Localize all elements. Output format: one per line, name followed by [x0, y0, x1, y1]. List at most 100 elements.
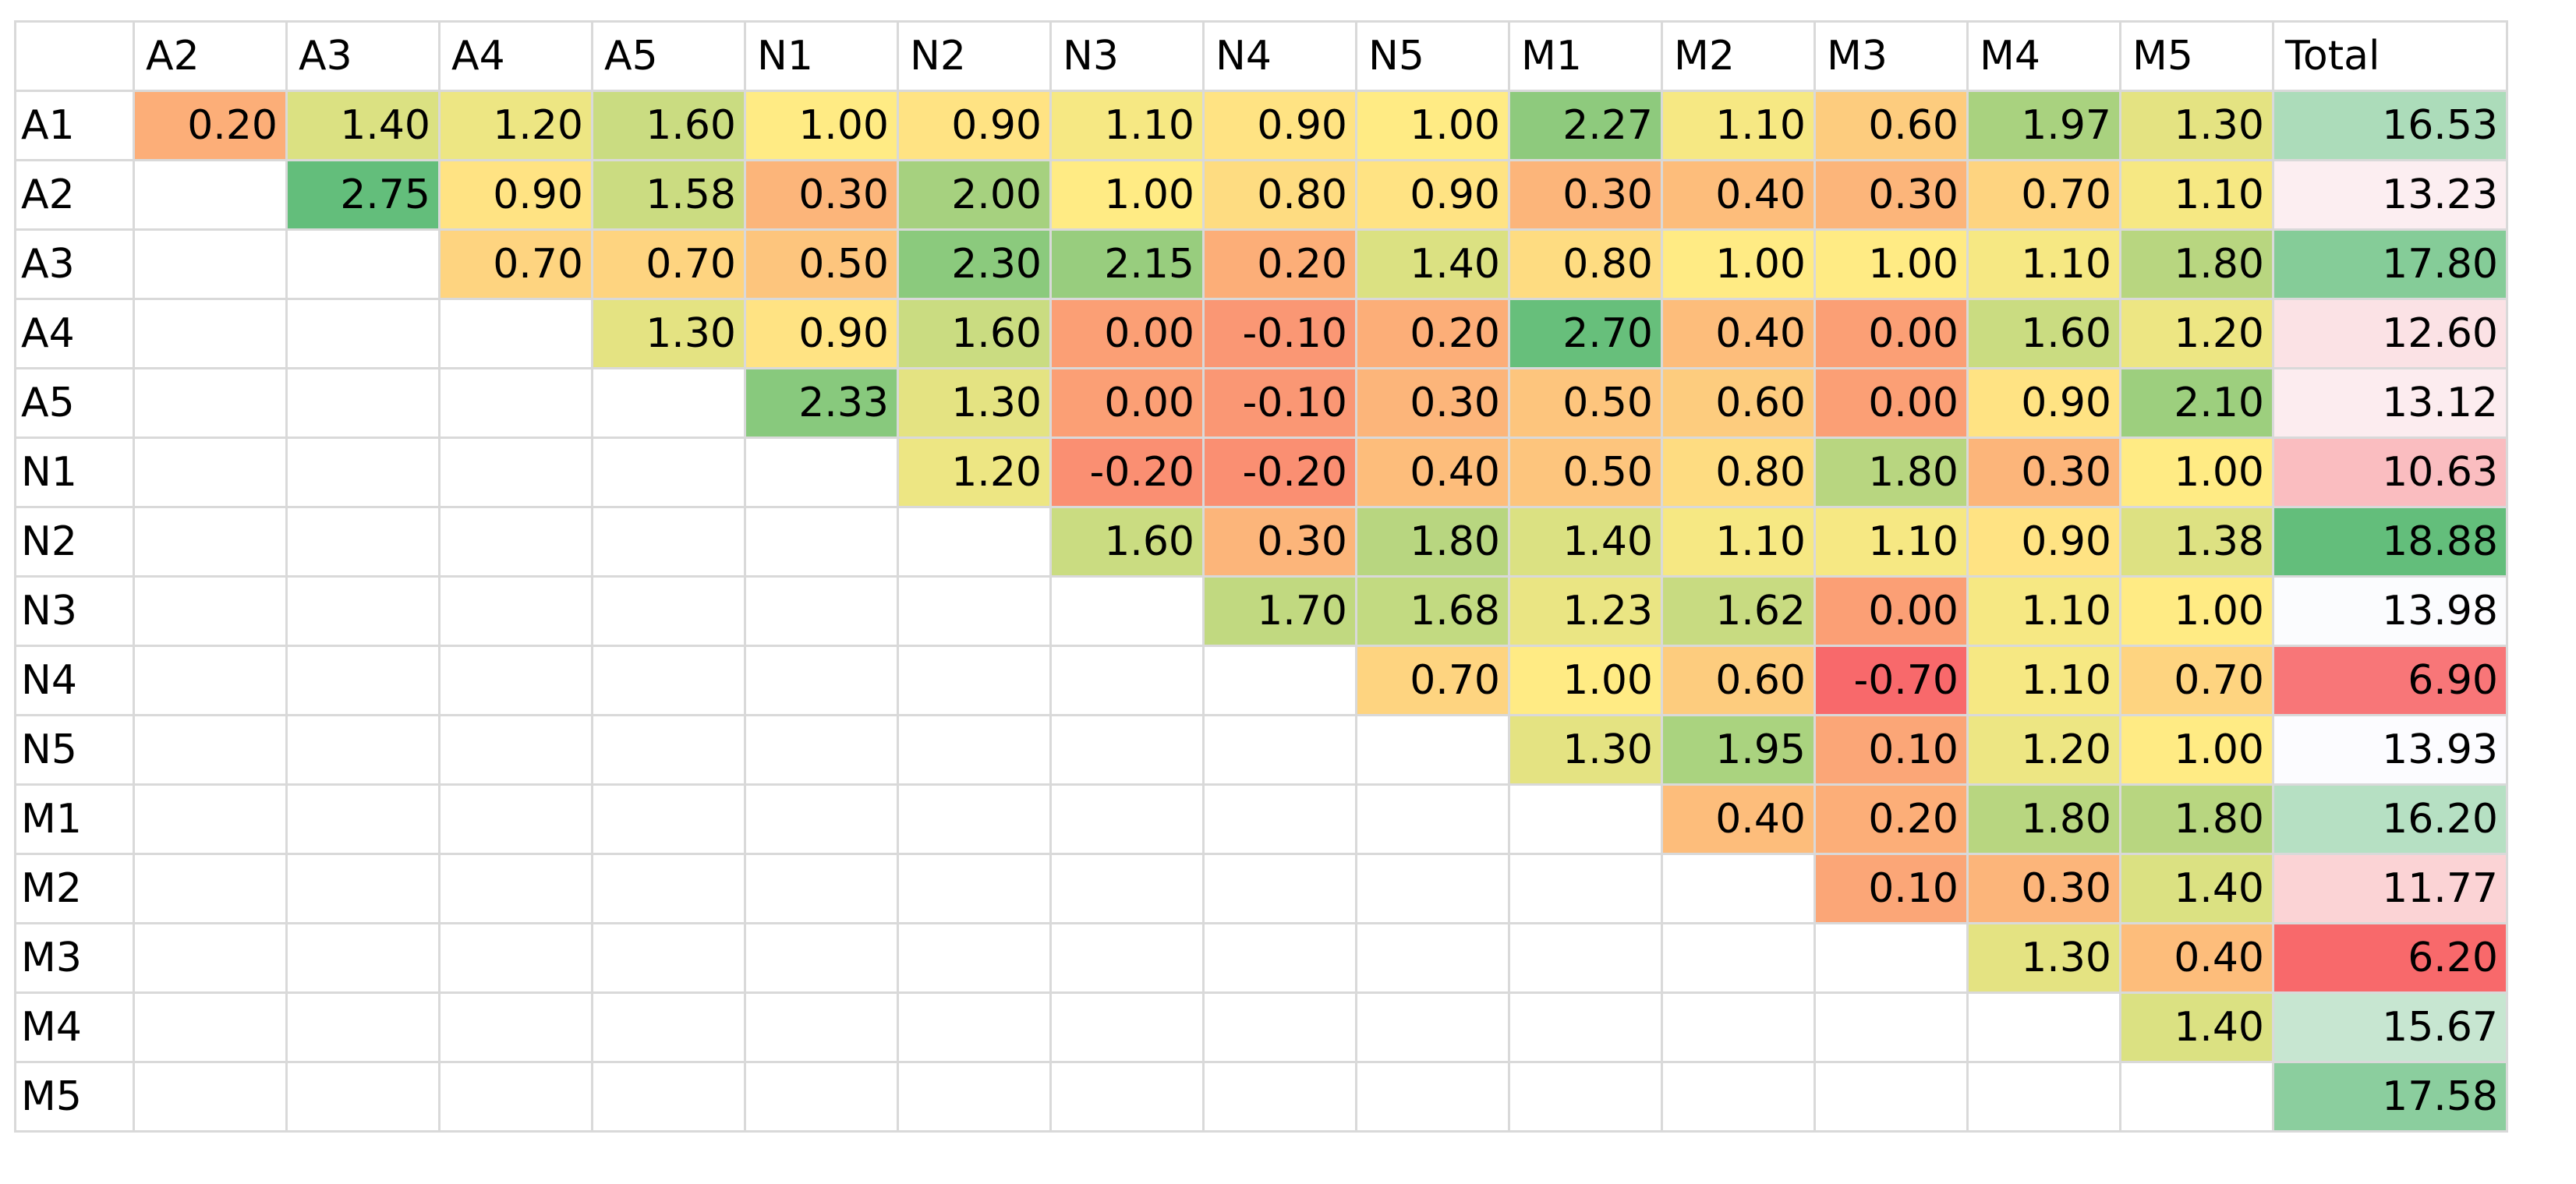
heatmap-cell: 1.30 — [1508, 714, 1663, 786]
empty-cell — [1202, 783, 1357, 855]
empty-cell — [438, 575, 593, 647]
empty-cell — [1202, 991, 1357, 1063]
empty-cell — [744, 783, 899, 855]
empty-cell — [897, 1061, 1052, 1133]
empty-cell — [438, 506, 593, 578]
heatmap-cell: 0.80 — [1661, 436, 1816, 508]
column-header-m3: M3 — [1813, 20, 1969, 92]
empty-cell — [285, 783, 441, 855]
heatmap-cell: 0.70 — [1966, 159, 2121, 231]
total-cell: 6.20 — [2272, 922, 2508, 994]
heatmap-cell: 0.40 — [1355, 436, 1510, 508]
empty-cell — [1202, 645, 1357, 716]
column-header-m5: M5 — [2119, 20, 2274, 92]
empty-cell — [744, 853, 899, 924]
table-row: A5 2.33 1.30 0.00 -0.10 0.30 0.50 0.60 0.00 0.90 2… — [14, 367, 2508, 439]
heatmap-cell: 0.00 — [1049, 367, 1205, 439]
heatmap-cell: 1.23 — [1508, 575, 1663, 647]
empty-cell — [591, 991, 746, 1063]
heatmap-cell: 0.50 — [1508, 436, 1663, 508]
total-cell: 16.20 — [2272, 783, 2508, 855]
empty-cell — [133, 714, 288, 786]
heatmap-cell: 0.50 — [1508, 367, 1663, 439]
empty-cell — [1508, 1061, 1663, 1133]
table-row: A3 0.70 0.70 0.50 2.30 2.15 0.20 1.40 0.80 1.00 1.… — [14, 228, 2508, 300]
row-header-n2: N2 — [14, 506, 135, 578]
heatmap-cell: 0.20 — [1355, 298, 1510, 369]
column-header-n5: N5 — [1355, 20, 1510, 92]
empty-cell — [897, 645, 1052, 716]
heatmap-cell: 0.40 — [1661, 783, 1816, 855]
empty-cell — [438, 367, 593, 439]
empty-cell — [133, 436, 288, 508]
heatmap-cell: 1.10 — [2119, 159, 2274, 231]
empty-cell — [591, 1061, 746, 1133]
empty-cell — [133, 853, 288, 924]
empty-cell — [133, 1061, 288, 1133]
row-header-a3: A3 — [14, 228, 135, 300]
heatmap-cell: 0.70 — [1355, 645, 1510, 716]
heatmap-cell: 1.00 — [2119, 575, 2274, 647]
empty-cell — [1049, 783, 1205, 855]
column-header-a5: A5 — [591, 20, 746, 92]
heatmap-cell: -0.20 — [1202, 436, 1357, 508]
empty-cell — [133, 575, 288, 647]
heatmap-cell: 1.10 — [1966, 228, 2121, 300]
empty-cell — [1049, 991, 1205, 1063]
heatmap-cell: 1.58 — [591, 159, 746, 231]
heatmap-cell: 1.10 — [1966, 645, 2121, 716]
heatmap-cell: 1.10 — [1049, 90, 1205, 161]
empty-cell — [438, 853, 593, 924]
table-row: N4 0.70 1.00 0.60 -0.70 1.10 0.70 6.90 — [14, 645, 2508, 716]
heatmap-cell: 1.00 — [1355, 90, 1510, 161]
row-header-a2: A2 — [14, 159, 135, 231]
empty-cell — [897, 575, 1052, 647]
heatmap-cell: 1.60 — [1966, 298, 2121, 369]
heatmap-cell: 1.30 — [1966, 922, 2121, 994]
table-row: M4 1.40 15.67 — [14, 991, 2508, 1063]
heatmap-cell: 2.30 — [897, 228, 1052, 300]
empty-cell — [2119, 1061, 2274, 1133]
empty-cell — [285, 367, 441, 439]
empty-cell — [897, 991, 1052, 1063]
total-cell: 6.90 — [2272, 645, 2508, 716]
heatmap-cell: 1.97 — [1966, 90, 2121, 161]
table-row: M3 1.30 0.40 6.20 — [14, 922, 2508, 994]
corner-cell — [14, 20, 135, 92]
empty-cell — [1049, 575, 1205, 647]
empty-cell — [285, 228, 441, 300]
empty-cell — [1813, 922, 1969, 994]
empty-cell — [133, 783, 288, 855]
heatmap-cell: 0.00 — [1049, 298, 1205, 369]
heatmap-cell: 0.90 — [1966, 367, 2121, 439]
heatmap-cell: 1.80 — [1355, 506, 1510, 578]
row-header-n3: N3 — [14, 575, 135, 647]
row-header-m1: M1 — [14, 783, 135, 855]
empty-cell — [1355, 991, 1510, 1063]
column-header-a4: A4 — [438, 20, 593, 92]
empty-cell — [1049, 1061, 1205, 1133]
empty-cell — [133, 159, 288, 231]
table-row: M2 0.10 0.30 1.40 11.77 — [14, 853, 2508, 924]
heatmap-cell: 0.90 — [744, 298, 899, 369]
empty-cell — [438, 645, 593, 716]
total-cell: 13.23 — [2272, 159, 2508, 231]
heatmap-cell: 2.00 — [897, 159, 1052, 231]
empty-cell — [591, 922, 746, 994]
empty-cell — [438, 1061, 593, 1133]
empty-cell — [1813, 991, 1969, 1063]
empty-cell — [438, 783, 593, 855]
total-cell: 15.67 — [2272, 991, 2508, 1063]
heatmap-cell: 1.00 — [744, 90, 899, 161]
heatmap-cell: 1.30 — [2119, 90, 2274, 161]
empty-cell — [897, 506, 1052, 578]
empty-cell — [285, 298, 441, 369]
heatmap-cell: 0.40 — [2119, 922, 2274, 994]
total-cell: 17.80 — [2272, 228, 2508, 300]
empty-cell — [133, 645, 288, 716]
heatmap-cell: 0.60 — [1661, 367, 1816, 439]
row-header-a4: A4 — [14, 298, 135, 369]
empty-cell — [897, 922, 1052, 994]
heatmap-cell: 1.20 — [897, 436, 1052, 508]
empty-cell — [1661, 991, 1816, 1063]
